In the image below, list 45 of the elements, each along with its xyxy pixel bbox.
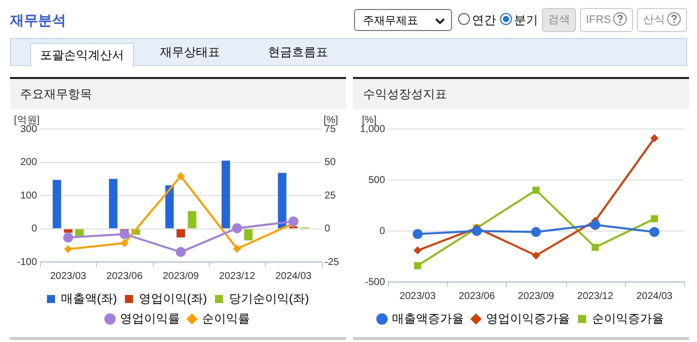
y-tick-label: 500	[368, 174, 386, 186]
y2-tick-label: 0	[324, 224, 331, 234]
y-tick-label: 0	[379, 226, 386, 237]
x-tick-label: 2023/06	[106, 270, 143, 282]
text: 재무상태표	[160, 44, 220, 61]
legend-label: 당기순이익(좌)	[228, 291, 309, 306]
text: IFRS	[580, 8, 633, 32]
legend-label: 영업이익증가율	[486, 311, 570, 326]
y-tick-label: 1,000	[360, 124, 386, 135]
legend-label: 매출액증가율	[392, 311, 464, 326]
y-axis-title: [%]	[362, 114, 377, 126]
text: 현금흐름표	[268, 44, 328, 61]
x-tick-label: 2023/03	[50, 270, 87, 282]
y-tick-label: -100	[17, 256, 38, 268]
x-tick-label: 2023/06	[458, 290, 496, 302]
y2-tick-label: -25	[324, 256, 340, 268]
text: 포괄손익계산서	[30, 43, 134, 67]
legend-label: 영업이익(좌)	[139, 291, 208, 306]
legend-label: 영업이익률	[120, 311, 180, 326]
x-tick-label: 2023/12	[577, 290, 614, 302]
legend-label: 순이익률	[202, 311, 250, 326]
x-tick-label: 2024/03	[275, 270, 312, 282]
y-tick-label: 0	[31, 224, 38, 234]
text: 재무분석	[10, 12, 66, 30]
y2-tick-label: 50	[324, 157, 336, 168]
x-tick-label: 2023/09	[162, 270, 200, 282]
chart-title: 주요재무항목	[10, 77, 346, 109]
y-tick-label: 200	[20, 157, 38, 168]
legend-label: 매출액(좌)	[61, 291, 118, 306]
x-tick-label: 2023/12	[219, 270, 256, 282]
x-tick-label: 2023/03	[400, 290, 436, 302]
y-tick-label: 100	[20, 190, 38, 202]
legend-label: 순이익증가율	[592, 311, 664, 326]
text: 연간	[470, 12, 496, 28]
text: 검색	[542, 8, 576, 32]
x-tick-label: 2024/03	[636, 290, 673, 302]
y2-axis-title: [%]	[324, 114, 338, 126]
chart-title: 수익성장성지표	[353, 77, 689, 109]
text: 산식	[637, 8, 687, 32]
x-tick-label: 2023/09	[518, 290, 555, 302]
y2-tick-label: 25	[324, 190, 336, 202]
y-axis-title: [억원]	[14, 114, 40, 126]
text: 주재무제표	[362, 14, 418, 29]
y-tick-label: -500	[365, 276, 386, 288]
text: 분기	[512, 12, 538, 28]
